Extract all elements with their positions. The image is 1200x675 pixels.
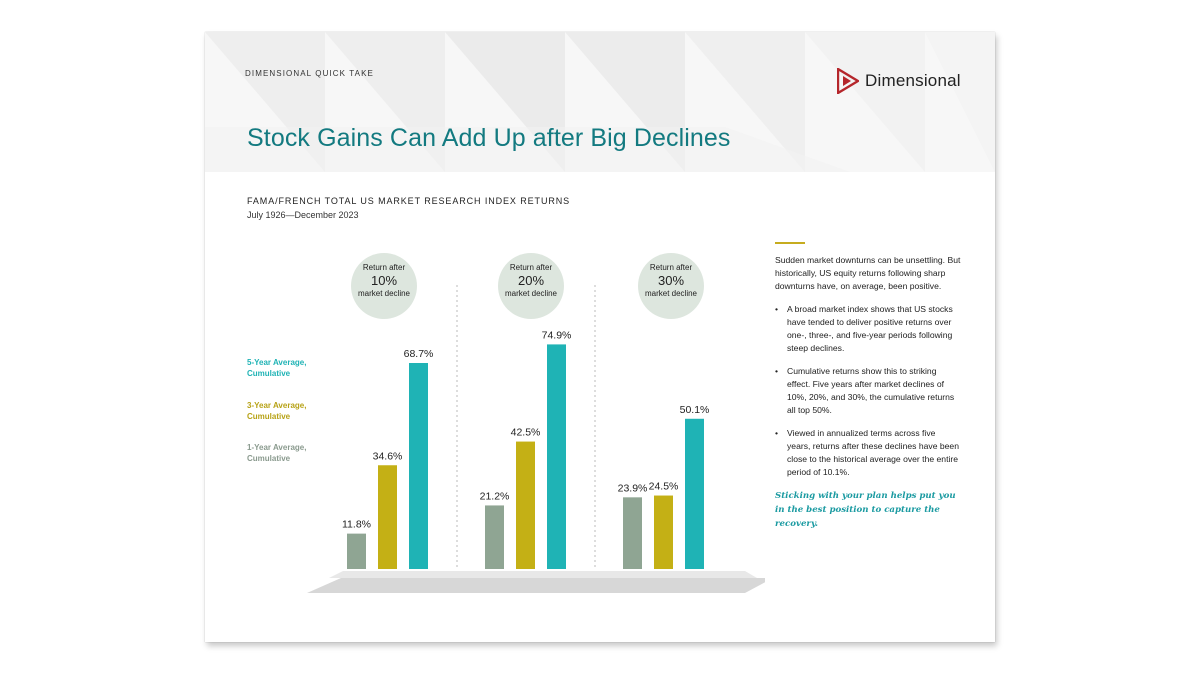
bar-value-label: 23.9% bbox=[618, 482, 648, 494]
page-title: Stock Gains Can Add Up after Big Decline… bbox=[247, 124, 731, 152]
bullet-text: Cumulative returns show this to striking… bbox=[787, 366, 955, 415]
chart-subtitle: July 1926—December 2023 bbox=[247, 210, 359, 220]
bar bbox=[378, 465, 397, 569]
legend-5-year-line1: 5-Year Average, bbox=[247, 358, 307, 367]
brand-name: Dimensional bbox=[865, 71, 961, 90]
dimensional-logo-icon bbox=[837, 68, 859, 94]
document-page: DIMENSIONAL QUICK TAKE Dimensional Stock… bbox=[205, 32, 995, 642]
sidebar-callout: Sticking with your plan helps put you in… bbox=[775, 491, 956, 529]
bar bbox=[485, 505, 504, 569]
sidebar: Sudden market downturns can be unsettlin… bbox=[775, 242, 961, 540]
header-background bbox=[205, 32, 995, 172]
dimensional-logo: Dimensional bbox=[837, 68, 961, 94]
bar bbox=[654, 495, 673, 569]
chart-floor-top bbox=[329, 571, 757, 578]
chart-floor-front bbox=[307, 578, 765, 593]
legend-1-year: 1-Year Average, Cumulative bbox=[247, 442, 327, 464]
group-header-circle bbox=[638, 253, 704, 319]
group-header-value: 20% bbox=[518, 273, 544, 288]
bullet-item: • A broad market index shows that US stoc… bbox=[775, 303, 961, 355]
bullet-dot: • bbox=[775, 428, 779, 438]
group-header-bottom: market decline bbox=[358, 289, 411, 298]
bar bbox=[547, 344, 566, 569]
bullet-item: • Viewed in annualized terms across five … bbox=[775, 427, 961, 479]
bullet-item: • Cumulative returns show this to strikin… bbox=[775, 365, 961, 417]
bullet-dot: • bbox=[775, 304, 779, 314]
group-header-circle bbox=[351, 253, 417, 319]
group-header-top: Return after bbox=[363, 263, 406, 272]
bar-value-label: 34.6% bbox=[373, 450, 403, 462]
legend-3-year-line1: 3-Year Average, bbox=[247, 401, 307, 410]
bar-value-label: 11.8% bbox=[342, 519, 371, 531]
group-header-value: 30% bbox=[658, 273, 684, 288]
bar bbox=[623, 497, 642, 569]
bullet-text: A broad market index shows that US stock… bbox=[787, 304, 953, 353]
group-header-value: 10% bbox=[371, 273, 397, 288]
group-header-bottom: market decline bbox=[505, 289, 558, 298]
sidebar-accent-rule bbox=[775, 242, 805, 244]
legend-5-year-line2: Cumulative bbox=[247, 369, 291, 378]
group-header-bottom: market decline bbox=[645, 289, 698, 298]
sidebar-intro: Sudden market downturns can be unsettlin… bbox=[775, 255, 961, 291]
sidebar-bullets: • A broad market index shows that US stoc… bbox=[775, 303, 961, 479]
bullet-text: Viewed in annualized terms across five y… bbox=[787, 428, 959, 477]
bar bbox=[516, 441, 535, 569]
legend-3-year: 3-Year Average, Cumulative bbox=[247, 400, 327, 422]
bar-value-label: 42.5% bbox=[511, 427, 541, 439]
bar bbox=[347, 533, 366, 569]
bar bbox=[409, 363, 428, 569]
group-header-top: Return after bbox=[510, 263, 553, 272]
group-header-top: Return after bbox=[650, 263, 693, 272]
bar-value-label: 74.9% bbox=[542, 329, 572, 341]
quick-take-tag: DIMENSIONAL QUICK TAKE bbox=[245, 69, 374, 78]
bar-value-label: 50.1% bbox=[680, 404, 710, 416]
legend-1-year-line1: 1-Year Average, bbox=[247, 443, 307, 452]
bar-value-label: 24.5% bbox=[649, 481, 679, 493]
legend-3-year-line2: Cumulative bbox=[247, 412, 291, 421]
bar-value-label: 68.7% bbox=[404, 348, 434, 360]
legend-1-year-line2: Cumulative bbox=[247, 454, 291, 463]
group-header-circle bbox=[498, 253, 564, 319]
legend-5-year: 5-Year Average, Cumulative bbox=[247, 357, 327, 379]
bar bbox=[685, 418, 704, 569]
bullet-dot: • bbox=[775, 366, 779, 376]
bar-value-label: 21.2% bbox=[480, 490, 510, 502]
chart-title: FAMA/FRENCH TOTAL US MARKET RESEARCH IND… bbox=[247, 196, 571, 206]
